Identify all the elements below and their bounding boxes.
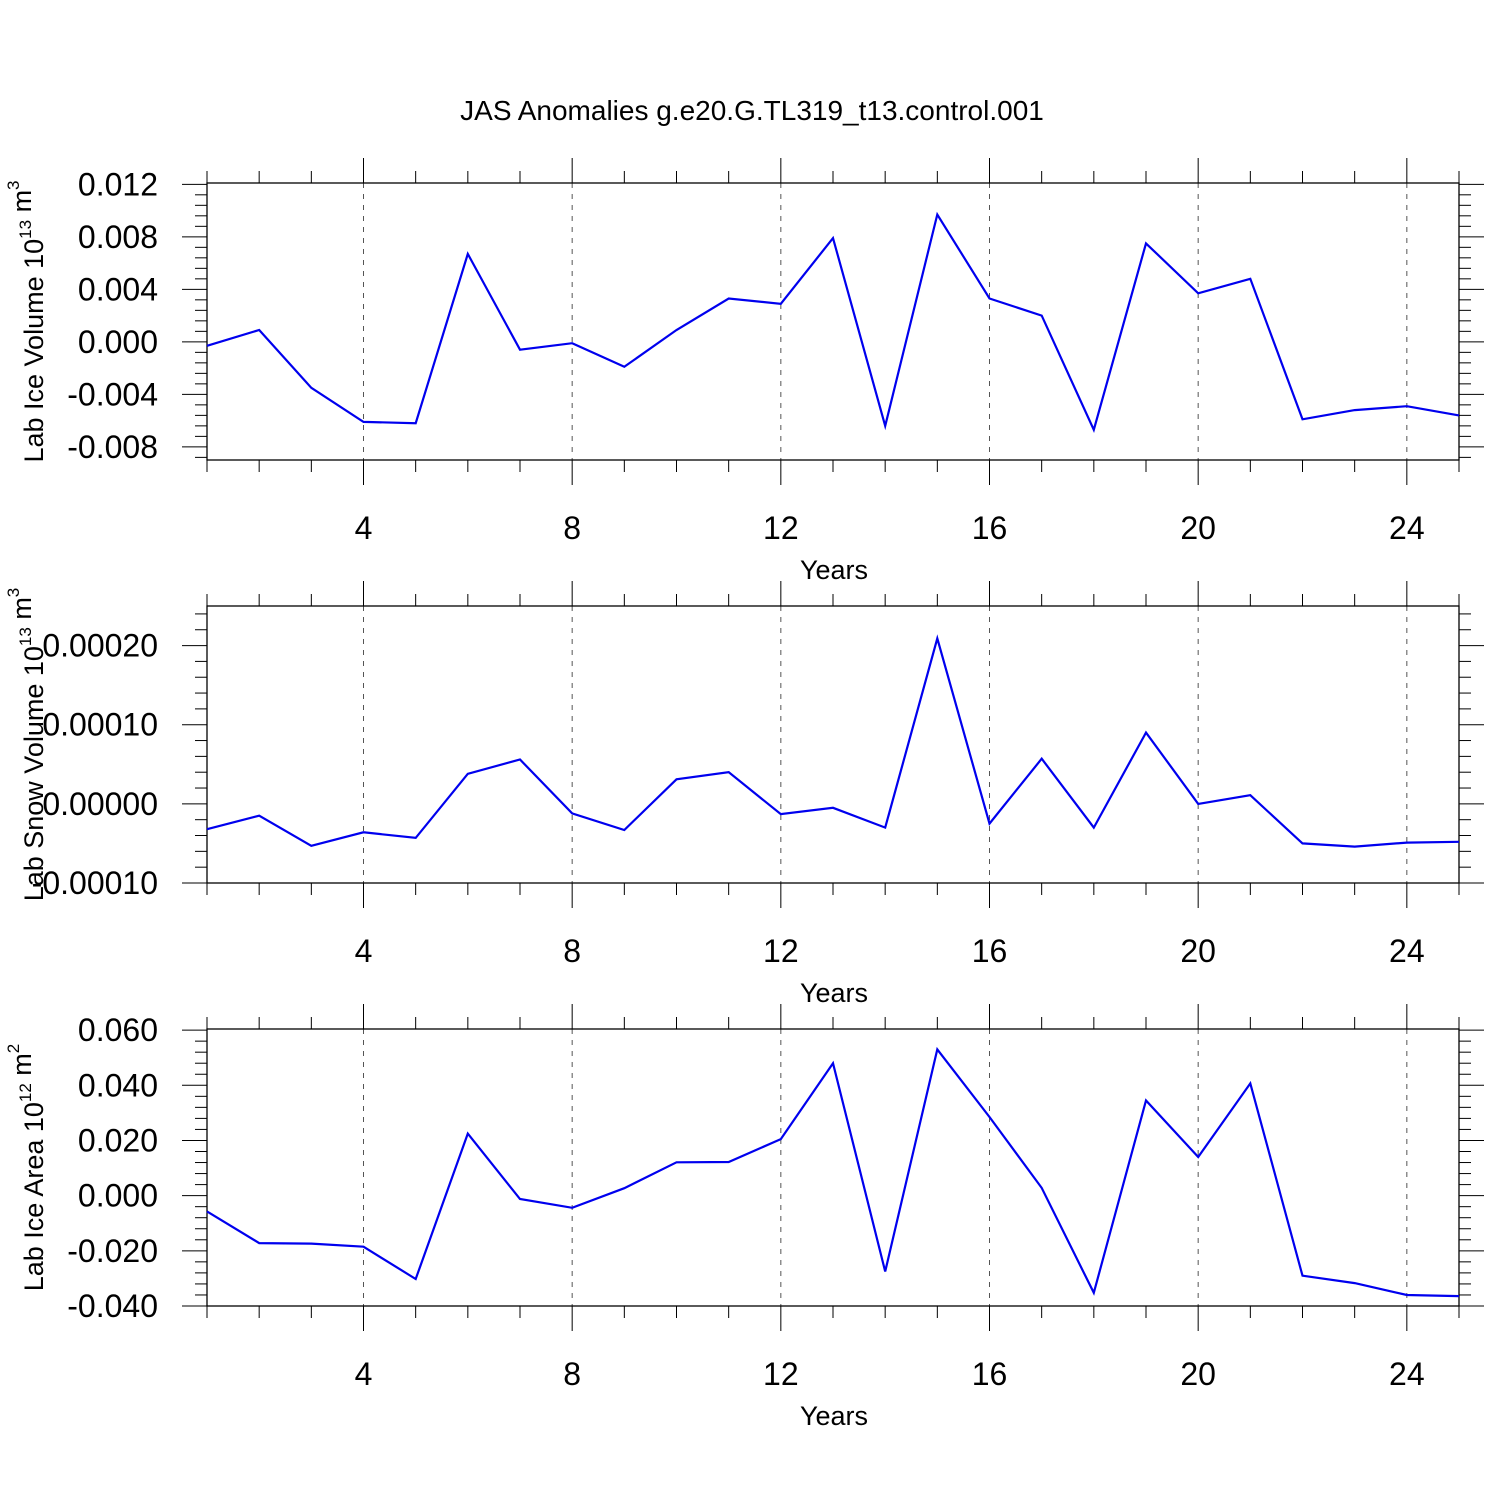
y-axis-title: Lab Ice Area 1012 m2 (4, 1044, 49, 1292)
y-tick-label: 0.000 (78, 324, 158, 360)
plot-frame (206, 605, 1460, 884)
x-tick-label: 8 (563, 1356, 581, 1392)
x-tick-label: 20 (1180, 510, 1216, 546)
x-tick-label: 24 (1389, 510, 1425, 546)
series-line (206, 211, 1460, 433)
x-tick-label: 20 (1180, 1356, 1216, 1392)
x-tick-label: 16 (972, 933, 1008, 969)
y-tick-label: 0.060 (78, 1012, 158, 1048)
x-axis-title: Years (800, 978, 868, 1008)
x-tick-label: 12 (763, 1356, 799, 1392)
x-tick-label: 16 (972, 1356, 1008, 1392)
panel-3: 4 8 12 16 20 24 -0.040 -0.020 0.000 0.020 0.040 0.0… (4, 1004, 1484, 1431)
y-tick-label: 0.000 (78, 1178, 158, 1214)
x-tick-label: 12 (763, 933, 799, 969)
y-axis-title: Lab Ice Volume 1013 m3 (4, 180, 49, 462)
y-tick-label: -0.004 (67, 376, 158, 412)
y-tick-label: 0.00000 (42, 786, 158, 822)
y-tick-label: -0.008 (67, 429, 158, 465)
x-tick-label: 12 (763, 510, 799, 546)
y-tick-label: 0.00010 (42, 707, 158, 743)
x-tick-label: 24 (1389, 933, 1425, 969)
panel-1: 4 8 12 16 20 24 -0.008 -0.004 0.000 0.004 0.008 0.0… (4, 158, 1484, 585)
series-line (206, 1046, 1460, 1298)
y-tick-label: 0.008 (78, 219, 158, 255)
plot-frame (206, 182, 1460, 461)
chart-title: JAS Anomalies g.e20.G.TL319_t13.control.… (460, 95, 1044, 126)
y-axis-title: Lab Snow Volume 1013 m3 (4, 588, 49, 902)
x-tick-label: 8 (563, 933, 581, 969)
y-tick-label: -0.020 (67, 1233, 158, 1269)
x-tick-label: 24 (1389, 1356, 1425, 1392)
y-tick-label: 0.012 (78, 166, 158, 202)
y-tick-label: -0.040 (67, 1288, 158, 1324)
x-tick-label: 8 (563, 510, 581, 546)
x-tick-label: 16 (972, 510, 1008, 546)
panel-2: 4 8 12 16 20 24 -0.00010 0.00000 0.00010 0.00020 Y… (4, 581, 1484, 1008)
y-tick-label: -0.00010 (32, 865, 158, 901)
y-tick-label: 0.004 (78, 271, 158, 307)
series-line (206, 634, 1460, 848)
y-tick-label: 0.00020 (42, 628, 158, 664)
plot-frame (206, 1028, 1460, 1307)
y-tick-label: 0.040 (78, 1067, 158, 1103)
x-tick-label: 4 (355, 933, 373, 969)
x-axis-title: Years (800, 555, 868, 585)
y-tick-label: 0.020 (78, 1122, 158, 1158)
x-axis-title: Years (800, 1401, 868, 1431)
x-tick-label: 4 (355, 1356, 373, 1392)
x-tick-label: 20 (1180, 933, 1216, 969)
x-tick-label: 4 (355, 510, 373, 546)
